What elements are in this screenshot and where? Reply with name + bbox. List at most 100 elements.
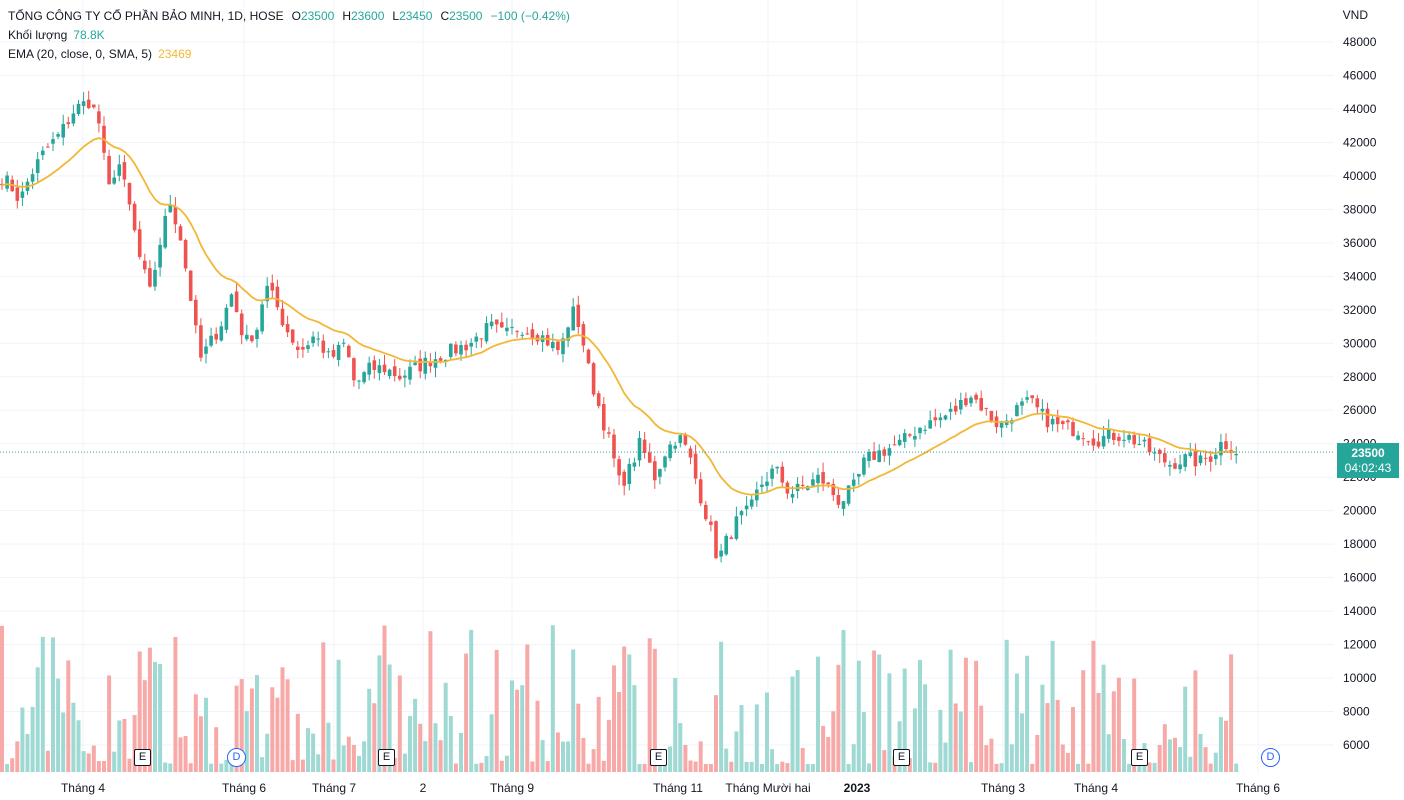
volume-bar [1086,763,1091,772]
volume-bar [734,731,739,772]
candle-body [500,322,504,328]
volume-bar [1157,744,1162,772]
candle-body [1020,401,1024,406]
volume-bar [137,651,142,772]
volume-bar [739,705,744,772]
volume-bar [1147,762,1152,772]
candle-body [999,422,1004,428]
candle-body [647,452,652,463]
volume-bar [688,760,693,772]
volume-bar [1111,691,1116,772]
candle-body [964,398,968,406]
volume-bar [652,648,657,772]
volume-bar [76,720,81,772]
volume-bar [280,667,285,772]
candle-body [449,343,453,357]
volume-bar [958,711,963,772]
candle-body [413,362,417,366]
volume-bar [749,761,754,772]
volume-bar [1101,664,1106,772]
earnings-marker[interactable]: E [1131,749,1148,766]
candle-body [173,206,178,225]
candle-body [97,111,101,124]
candle-body [132,203,137,231]
candle-body [1030,395,1034,399]
volume-bar [448,716,453,772]
candle-body [1198,455,1203,464]
candle-body [749,499,754,507]
candle-body [219,326,224,341]
volume-bar [224,759,229,772]
volume-bar [561,741,565,772]
volume-bar [831,711,836,772]
candle-body [347,345,351,358]
volume-bar [596,696,601,772]
volume-bar [703,763,708,772]
volume-bar [805,763,810,772]
volume-bar [469,629,474,772]
volume-bar [550,625,555,772]
candle-body [872,451,876,460]
low-label: L [392,9,400,23]
volume-bar [979,705,984,772]
volume-bar [1096,692,1101,772]
dividend-marker[interactable]: D [1261,748,1280,767]
candle-body [352,358,356,381]
candle-body [148,268,152,287]
candle-body [489,321,494,327]
candle-body [81,101,86,107]
candle-body [1035,398,1040,408]
earnings-marker[interactable]: E [893,749,910,766]
volume-bar [698,741,703,772]
volume-bar [15,741,20,772]
volume-bar [744,761,749,772]
volume-bar [234,685,239,772]
volume-bar [300,759,305,772]
candle-body [199,325,203,358]
candle-body [775,466,779,469]
volume-bar [826,736,831,772]
candle-body [107,156,111,185]
earnings-marker[interactable]: E [134,749,151,766]
volume-bar [1203,747,1208,772]
candle-body [433,359,438,368]
candle-body [459,345,463,355]
earnings-marker[interactable]: E [378,749,395,766]
candle-body [377,365,382,374]
volume-bar [1132,678,1137,772]
volume-bar [1009,744,1014,772]
candle-body [137,229,142,257]
ema-line [1,137,1237,496]
volume-bar [790,676,795,772]
symbol-title: TỔNG CÔNG TY CỔ PHẦN BẢO MINH, 1D, HOSE [8,9,284,23]
volume-bar [1035,734,1040,772]
volume-bar [974,660,979,772]
candle-body [607,432,611,434]
close-label: C [440,9,450,23]
candle-body [398,375,402,380]
volume-bar [168,763,173,772]
y-tick-label: 30000 [1343,336,1377,350]
volume-bar [30,706,35,772]
candle-body [275,286,280,308]
volume-bar [1188,756,1193,772]
volume-bar [606,719,611,772]
candle-body [836,495,841,505]
y-tick-label: 10000 [1343,671,1377,685]
volume-bar [504,755,509,772]
x-tick-label: Tháng 4 [1074,781,1118,795]
candle-body [204,346,208,354]
candle-body [229,294,234,307]
volume-bar [642,763,647,772]
candle-body [658,469,662,477]
dividend-marker[interactable]: D [227,748,246,767]
candle-body [724,535,728,555]
candle-body [591,363,596,395]
volume-bar [25,733,30,772]
last-price-tag: 23500 04:02:43 [1337,443,1399,478]
earnings-marker[interactable]: E [650,749,667,766]
grid [0,0,1334,772]
volume-bar [249,688,254,772]
volume-bar [1234,763,1239,772]
